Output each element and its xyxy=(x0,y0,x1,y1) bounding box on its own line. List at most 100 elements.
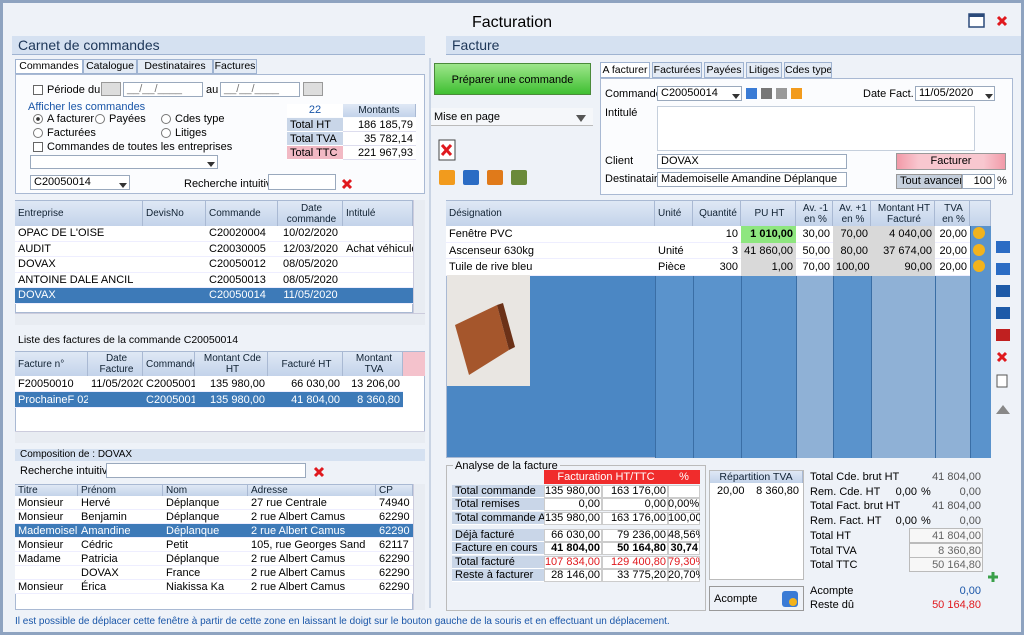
table-cell[interactable]: 20,00 xyxy=(939,228,967,240)
table-cell[interactable]: Fenêtre PVC xyxy=(449,228,513,240)
close-icon[interactable] xyxy=(313,466,325,478)
toolbar-icon[interactable] xyxy=(485,166,505,188)
side-icon[interactable] xyxy=(995,239,1011,255)
table-cell[interactable]: 2 rue Albert Camus xyxy=(251,525,346,537)
table-cell[interactable]: Monsieur xyxy=(18,539,64,551)
dropdown-arrow[interactable] xyxy=(985,91,993,99)
table-cell[interactable]: C20030005 xyxy=(209,242,266,255)
table-cell[interactable]: 1 010,00 xyxy=(741,226,796,243)
table-cell[interactable]: 10 xyxy=(725,228,738,240)
side-icon[interactable] xyxy=(995,261,1011,277)
table-cell[interactable]: 90,00 xyxy=(871,259,935,276)
button[interactable]: Facturer xyxy=(896,153,1006,170)
table-cell[interactable]: 3 xyxy=(731,244,738,257)
scroll-up[interactable] xyxy=(995,403,1011,415)
table-cell[interactable]: Tuile de rive bleu xyxy=(449,261,533,273)
date-input[interactable]: __/__/____ xyxy=(123,82,203,97)
tab[interactable]: Destinataires xyxy=(137,59,213,74)
close-icon[interactable] xyxy=(341,178,353,190)
table-cell[interactable]: 8 360,80 xyxy=(357,394,400,406)
table-cell[interactable]: 2 rue Albert Camus xyxy=(251,511,346,523)
table-cell[interactable]: 135 980,00 xyxy=(209,378,265,390)
table-cell[interactable]: 2 rue Albert Camus xyxy=(251,581,346,593)
pdf-icon[interactable] xyxy=(437,139,459,161)
button[interactable]: Tout avancer à xyxy=(896,174,962,189)
side-icon[interactable] xyxy=(995,327,1011,343)
close-icon[interactable] xyxy=(996,15,1008,27)
table-cell[interactable]: 62290 xyxy=(379,511,410,523)
table-cell[interactable]: OPAC DE L'OISE xyxy=(18,227,105,239)
side-icon[interactable] xyxy=(995,305,1011,321)
euro-icon[interactable] xyxy=(972,243,989,258)
table-cell[interactable]: 12/03/2020 xyxy=(282,242,339,255)
table-cell[interactable]: 80,00 xyxy=(833,242,871,259)
client-input[interactable]: DOVAX xyxy=(657,154,847,169)
table-cell[interactable]: Niakissa Ka xyxy=(166,581,225,593)
dropdown-arrow[interactable] xyxy=(576,114,586,122)
toolbar-icon[interactable] xyxy=(461,166,481,188)
toolbar-icon[interactable] xyxy=(509,166,529,188)
table-cell[interactable]: 2 rue Albert Camus xyxy=(251,553,346,565)
form-icon[interactable] xyxy=(760,87,773,100)
side-icon[interactable] xyxy=(995,373,1011,389)
dest-input[interactable]: Mademoiselle Amandine Déplanque xyxy=(657,172,847,187)
table-cell[interactable]: Érica xyxy=(81,581,107,593)
dropdown-arrow[interactable] xyxy=(732,91,740,99)
table-cell[interactable]: C20050012 xyxy=(209,258,266,270)
table-cell[interactable]: Madame xyxy=(18,553,61,565)
table-cell[interactable]: 70,00 xyxy=(802,261,830,273)
table-cell[interactable]: 62290 xyxy=(379,553,410,565)
tab[interactable]: A facturer xyxy=(600,62,650,78)
table-cell[interactable]: 62117 xyxy=(379,539,409,551)
table-cell[interactable]: 66 030,00 xyxy=(291,378,340,390)
tab[interactable]: Factures xyxy=(213,59,257,74)
table-cell[interactable]: Ascenseur 630kg xyxy=(449,244,534,257)
euro-icon[interactable] xyxy=(972,259,989,274)
table-cell[interactable]: 08/05/2020 xyxy=(282,258,339,270)
date-input[interactable]: 11/05/2020 xyxy=(915,86,995,101)
tab[interactable]: Facturées xyxy=(652,62,702,78)
form-icon[interactable] xyxy=(775,87,788,100)
table-cell[interactable]: 20,00 xyxy=(939,244,967,257)
form-icon[interactable] xyxy=(790,87,803,100)
tab[interactable]: Cdes type xyxy=(784,62,832,78)
restore-icon[interactable] xyxy=(968,13,986,29)
table-cell[interactable]: Déplanque xyxy=(166,525,220,537)
button[interactable]: Préparer une commande xyxy=(434,63,591,95)
tab[interactable]: Payées xyxy=(704,62,744,78)
table-cell[interactable]: F20050010 xyxy=(18,378,74,390)
dropdown[interactable]: Mise en page xyxy=(431,108,593,126)
select-input[interactable]: C20050014 xyxy=(657,86,742,101)
table-cell[interactable]: 300 xyxy=(719,261,738,273)
table-cell[interactable]: 11/05/2020 xyxy=(283,289,338,301)
table-cell[interactable]: 105, rue Georges Sand xyxy=(251,539,366,551)
table-cell[interactable]: Cédric xyxy=(81,539,113,551)
table-cell[interactable]: Amandine xyxy=(81,525,131,537)
table-cell[interactable]: Petit xyxy=(166,539,189,551)
tab[interactable]: Litiges xyxy=(746,62,782,78)
table-cell[interactable]: 4 040,00 xyxy=(871,226,935,243)
tab[interactable]: Commandes xyxy=(15,59,83,74)
date-input[interactable]: __/__/____ xyxy=(220,82,300,97)
euro-icon[interactable] xyxy=(972,226,989,241)
table-cell[interactable]: 10/02/2020 xyxy=(282,227,339,239)
add-icon[interactable] xyxy=(987,571,999,583)
table-cell[interactable]: 70,00 xyxy=(833,226,871,243)
table-cell[interactable]: 62290 xyxy=(379,567,410,579)
table-cell[interactable]: ANTOINE DALE ANCIL xyxy=(18,273,134,286)
table-cell[interactable]: Patricia xyxy=(81,553,118,565)
table-cell[interactable]: 50,00 xyxy=(802,244,830,257)
table-cell[interactable]: C20050014 xyxy=(209,289,266,301)
table-cell[interactable]: Monsieur xyxy=(18,581,64,593)
table-cell[interactable]: Hervé xyxy=(81,497,111,509)
table-cell[interactable]: 41 804,00 xyxy=(291,394,340,406)
table-cell[interactable]: Monsieur xyxy=(18,497,64,509)
table-cell[interactable]: 41 860,00 xyxy=(741,242,796,259)
table-cell[interactable]: C20020004 xyxy=(209,227,266,239)
table-cell[interactable]: Déplanque xyxy=(166,511,220,523)
table-cell[interactable]: 62290 xyxy=(379,581,410,593)
table-cell[interactable]: Monsieur xyxy=(18,511,64,523)
table-cell[interactable]: 08/05/2020 xyxy=(282,273,339,286)
form-icon[interactable] xyxy=(745,87,758,100)
table-cell[interactable]: Unité xyxy=(658,244,684,257)
